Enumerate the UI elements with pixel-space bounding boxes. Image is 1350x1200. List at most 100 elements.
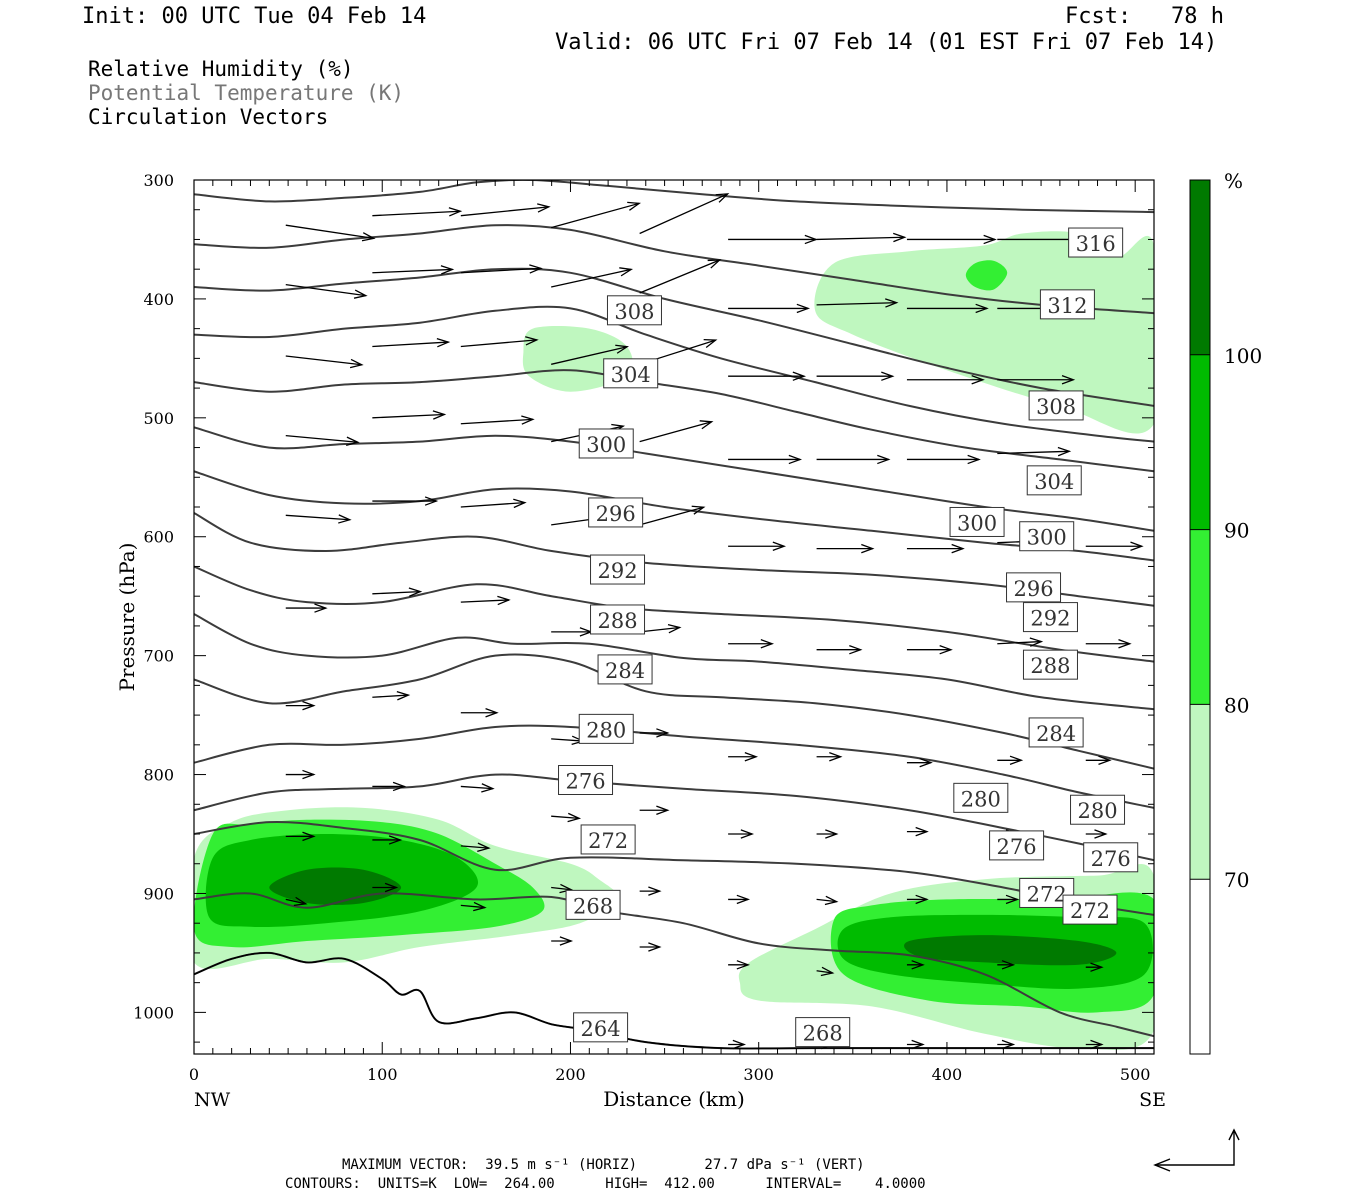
right-end-label: SE [1139,1089,1166,1111]
vector-arrow [372,410,447,420]
contour-label-text: 300 [586,433,626,457]
max-vector-text: MAXIMUM VECTOR: 39.5 m s⁻¹ (HORIZ) 27.7 … [342,1157,865,1173]
vector-arrow [285,831,316,842]
contour-label-276: 276 [1083,842,1139,873]
contour-label-text: 280 [961,787,1001,811]
reference-vector [1153,1128,1240,1172]
vector-arrow [816,966,835,977]
contour-label-296: 296 [588,497,644,528]
field-label-rh: Relative Humidity (%) [88,57,354,81]
vector-arrow [639,623,682,634]
contour-label-312: 312 [1039,289,1095,320]
theta-contour-316 [194,267,1154,407]
vector-arrow [728,829,755,839]
colorbar-label: 100 [1224,344,1262,368]
contour-label-text: 276 [1091,847,1131,871]
vector-arrow [460,901,487,912]
vector-arrow [816,232,907,243]
vector-arrow [285,435,360,446]
colorbar-segment-100 [1190,180,1210,355]
circulation-vectors [285,193,1144,1050]
contour-label-268: 268 [565,889,621,920]
vector-arrow [551,936,574,946]
contour-label-276: 276 [989,830,1045,861]
colorbar-label: 70 [1224,868,1249,892]
contour-label-text: 308 [1036,395,1076,419]
colorbar-segment-90 [1190,354,1210,530]
vector-arrow [639,942,662,952]
vector-arrow [816,298,899,308]
vector-arrow [816,829,839,839]
theta-contour-300 [194,470,1154,562]
contour-label-text: 268 [573,894,613,918]
vector-arrow [816,751,843,762]
vector-arrow [1085,541,1144,551]
contour-label-text: 284 [605,659,645,683]
contour-label-288: 288 [590,604,646,635]
contour-label-300: 300 [1019,521,1075,552]
vector-arrow [816,371,895,381]
contour-label-280: 280 [578,713,634,744]
ref-vector-head-left [1153,1158,1171,1172]
vector-arrow [460,203,551,217]
vector-arrow [372,781,407,792]
theta-contour-272 [194,820,1154,916]
contour-label-304: 304 [603,358,659,389]
forecast-hour: Fcst: 78 h [1065,4,1224,29]
vector-arrow [639,505,706,526]
contour-label-text: 316 [1076,232,1116,256]
vector-arrow [460,707,499,718]
contour-label-text: 300 [1027,526,1067,550]
contour-label-text: 268 [803,1022,843,1046]
vector-arrow [728,454,803,465]
vector-arrow [460,264,543,274]
vector-arrow [285,896,308,907]
vector-arrow [639,805,670,815]
vector-arrow [997,755,1024,766]
vector-arrow [906,543,965,554]
contour-label-text: 292 [1030,607,1070,631]
vector-arrow [728,541,787,551]
vector-arrow [551,883,574,894]
vector-arrow [997,637,1044,647]
valid-time: Valid: 06 UTC Fri 07 Feb 14 (01 EST Fri … [555,30,1218,55]
vector-arrow [551,267,634,288]
rh-region-80 [965,260,1008,291]
theta-contour-312 [194,305,1154,443]
vector-arrow [906,234,997,245]
contour-label-text: 312 [1047,294,1087,318]
x-tick-label: 0 [189,1065,199,1084]
contour-label-288: 288 [1022,649,1078,680]
axes: 300 400 500 600 700 800 900 1000 0 100 200 300 400 50… [115,171,1166,1111]
contour-label-text: 304 [1034,470,1074,494]
x-tick-label: 300 [743,1065,774,1084]
vector-arrow [906,894,929,905]
y-tick-label: 300 [143,171,174,190]
vector-arrow [997,446,1072,457]
y-tick-label: 600 [143,528,174,547]
vector-arrow [460,842,491,852]
vector-arrow [551,735,586,746]
vector-arrow [1085,829,1108,839]
vector-arrow [816,454,891,465]
vector-arrow [639,193,730,235]
vector-arrow [285,355,364,369]
vector-arrow [551,201,642,229]
vector-arrow [1085,639,1132,649]
vector-arrow [285,769,316,780]
vector-arrow [372,835,403,845]
vector-arrow [1085,755,1112,766]
y-tick-label: 500 [143,409,174,428]
contour-label-280: 280 [1070,794,1126,825]
contour-label-text: 308 [614,300,654,324]
contour-label-284: 284 [597,654,653,685]
vector-arrow [816,644,863,655]
vector-arrow [997,894,1020,905]
vector-arrow [816,895,839,906]
rh-region-70 [814,231,1154,434]
vector-arrow [1085,1039,1104,1050]
field-label-theta: Potential Temperature (K) [88,81,405,105]
vector-arrow [906,960,925,970]
vector-arrow [728,639,775,649]
contour-label-text: 296 [596,502,636,526]
